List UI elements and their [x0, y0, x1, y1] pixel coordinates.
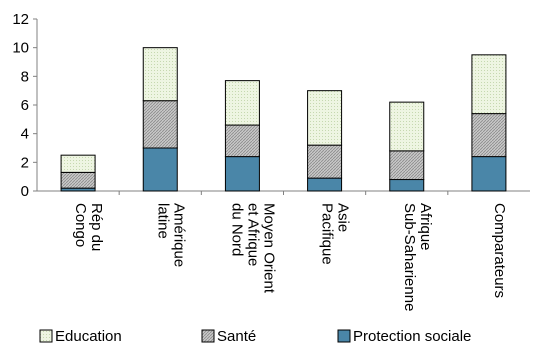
x-category-label-line: Amérique	[170, 203, 187, 267]
x-category-label-line: Moyen Orient	[260, 203, 277, 294]
legend-label: Santé	[217, 328, 256, 345]
bar-education-5	[471, 54, 507, 115]
legend-swatch	[337, 329, 351, 343]
x-category-label-line: Asie	[335, 203, 352, 232]
y-tick-label: 6	[21, 97, 29, 114]
x-category-label-line: latine	[154, 203, 171, 239]
bar-protection-sociale-2	[224, 156, 260, 192]
legend-label: Protection sociale	[353, 328, 471, 345]
legend-swatch	[201, 329, 215, 343]
x-category-label-line: Congo	[72, 203, 89, 247]
x-category-label-line: Afrique	[417, 203, 434, 251]
y-tick-label: 0	[21, 183, 29, 200]
bars	[60, 47, 507, 192]
legend: Education Santé Protection sociale	[39, 328, 471, 345]
bar-sant--3	[307, 144, 343, 179]
bar-education-3	[307, 90, 343, 146]
bar-protection-sociale-5	[471, 156, 507, 192]
bar-education-2	[224, 80, 260, 126]
x-category-label-line: Comparateurs	[491, 203, 508, 298]
x-category-label-line: du Nord	[228, 203, 245, 256]
y-tick-label: 4	[21, 126, 29, 143]
bar-sant--5	[471, 113, 507, 158]
bar-sant--1	[142, 100, 178, 149]
bar-sant--2	[224, 124, 260, 158]
legend-label: Education	[55, 328, 122, 345]
x-category-label-line: Sub-Saharienne	[401, 203, 418, 311]
x-category-label: Comparateurs	[491, 203, 508, 298]
y-tick-label: 8	[21, 68, 29, 85]
bar-sant--4	[389, 150, 425, 181]
axes: 0 2 4 6 8 10 12	[12, 11, 530, 200]
bar-education-1	[142, 47, 178, 102]
bar-sant--0	[60, 171, 96, 189]
legend-swatch	[39, 329, 53, 343]
x-category-label-line: Rép du	[88, 203, 105, 251]
x-category-label-line: Pacifique	[319, 203, 336, 265]
y-tick-label: 10	[12, 40, 29, 57]
bar-protection-sociale-4	[389, 179, 425, 192]
bar-protection-sociale-3	[307, 177, 343, 192]
bar-education-0	[60, 154, 96, 173]
y-tick-label: 12	[12, 11, 29, 28]
x-category-label-line: et Afrique	[244, 203, 261, 266]
y-tick-label: 2	[21, 154, 29, 171]
bar-education-4	[389, 101, 425, 152]
bar-protection-sociale-1	[142, 147, 178, 192]
